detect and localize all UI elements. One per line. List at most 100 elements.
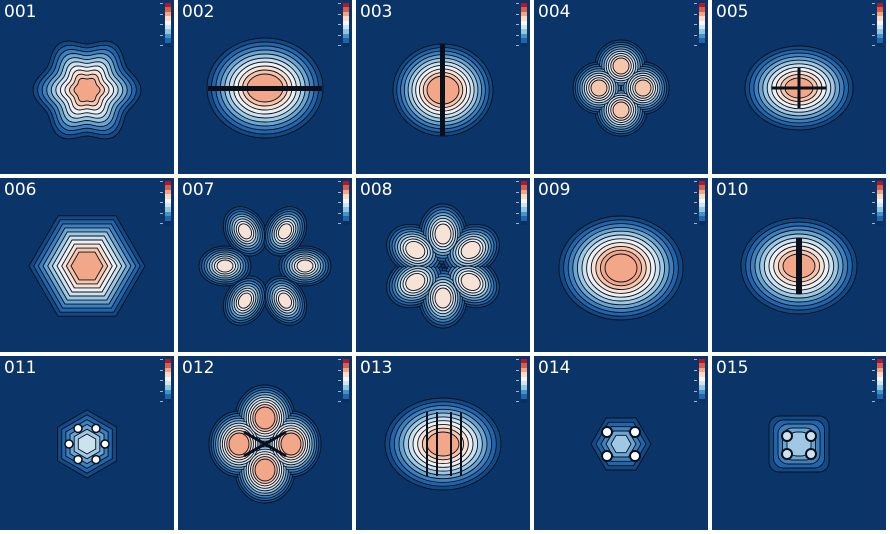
contour-plot (208, 384, 322, 504)
colorbar-swatch (343, 389, 349, 395)
colorbar-swatch (343, 367, 349, 373)
panel-label: 009 (538, 180, 571, 200)
colorbar-swatch (343, 189, 349, 195)
colorbar-swatch (165, 33, 171, 39)
colorbar-swatch (343, 42, 349, 48)
colorbar-swatch (521, 198, 527, 204)
colorbar-ticks (872, 359, 875, 403)
colorbar-swatch (699, 363, 705, 368)
colorbar-swatch (699, 3, 705, 8)
colorbar-swatch (699, 20, 705, 26)
contour-panel: 002 (178, 0, 352, 174)
panel-label: 015 (716, 358, 749, 378)
contour-layers (572, 39, 670, 137)
colorbar-swatch (343, 16, 349, 21)
colorbar-ticks (694, 181, 697, 225)
colorbar-ticks (160, 181, 163, 225)
contour-panel: 012 (178, 356, 352, 530)
contour-plot (392, 43, 494, 137)
colorbar-swatch (521, 203, 527, 208)
contour-layers (384, 397, 502, 491)
colorbar-swatch (699, 203, 705, 208)
colorbar (699, 3, 705, 48)
colorbar-swatch (343, 220, 349, 226)
colorbar-swatch (521, 194, 527, 199)
colorbar (521, 181, 527, 226)
contour-panel: 003 (356, 0, 530, 174)
contour-panel: 014 (534, 356, 708, 530)
colorbar (699, 359, 705, 404)
colorbar-swatch (343, 33, 349, 39)
colorbar-ticks (338, 3, 341, 47)
colorbar-swatch (343, 38, 349, 43)
nodal-cross (243, 430, 287, 458)
colorbar-swatch (521, 42, 527, 48)
nodal-band (208, 86, 322, 91)
contour-plot (206, 37, 324, 139)
colorbar-swatch (877, 189, 883, 195)
contour-plot (386, 203, 500, 329)
colorbar-swatch (343, 3, 349, 8)
colorbar-swatch (699, 216, 705, 221)
colorbar-swatch (165, 16, 171, 21)
colorbar-ticks (160, 3, 163, 47)
colorbar-swatch (165, 385, 171, 390)
contour-layers (32, 40, 142, 140)
peak-markers (64, 423, 110, 465)
colorbar-swatch (877, 359, 883, 364)
colorbar-swatch (699, 29, 705, 34)
colorbar (699, 181, 705, 226)
colorbar-ticks (872, 181, 875, 225)
colorbar-swatch (343, 376, 349, 382)
colorbar-swatch (877, 381, 883, 386)
colorbar-swatch (165, 185, 171, 190)
colorbar-swatch (877, 42, 883, 48)
colorbar-swatch (699, 207, 705, 212)
colorbar-swatch (343, 29, 349, 34)
colorbar-swatch (877, 185, 883, 190)
colorbar-swatch (699, 220, 705, 226)
colorbar (343, 359, 349, 404)
colorbar-swatch (521, 359, 527, 364)
colorbar-swatch (877, 3, 883, 8)
colorbar-swatch (165, 29, 171, 34)
colorbar-swatch (343, 398, 349, 404)
colorbar-swatch (521, 211, 527, 217)
colorbar (877, 3, 883, 48)
colorbar-swatch (877, 25, 883, 30)
colorbar-swatch (521, 367, 527, 373)
colorbar-swatch (521, 16, 527, 21)
colorbar-swatch (521, 11, 527, 17)
colorbar-swatch (521, 363, 527, 368)
panel-label: 012 (182, 358, 215, 378)
panel-label: 006 (4, 180, 37, 200)
panel-label: 008 (360, 180, 393, 200)
colorbar-swatch (877, 7, 883, 12)
colorbar (165, 181, 171, 226)
colorbar-swatch (699, 394, 705, 399)
colorbar-swatch (877, 207, 883, 212)
colorbar-swatch (699, 181, 705, 186)
colorbar-swatch (699, 33, 705, 39)
colorbar-swatch (699, 7, 705, 12)
colorbar-swatch (165, 381, 171, 386)
colorbar-swatch (699, 189, 705, 195)
colorbar-swatch (877, 220, 883, 226)
colorbar-swatch (165, 376, 171, 382)
colorbar-swatch (343, 207, 349, 212)
colorbar-ticks (516, 181, 519, 225)
colorbar-swatch (521, 38, 527, 43)
colorbar-swatch (877, 33, 883, 39)
colorbar-swatch (165, 207, 171, 212)
colorbar-swatch (165, 181, 171, 186)
colorbar-swatch (165, 211, 171, 217)
peak-markers (601, 426, 641, 462)
colorbar-swatch (877, 389, 883, 395)
colorbar-swatch (343, 7, 349, 12)
colorbar-swatch (165, 25, 171, 30)
colorbar-swatch (521, 7, 527, 12)
peak-markers (781, 430, 817, 460)
colorbar-swatch (521, 185, 527, 190)
colorbar-swatch (521, 216, 527, 221)
nodal-lines (426, 412, 462, 476)
